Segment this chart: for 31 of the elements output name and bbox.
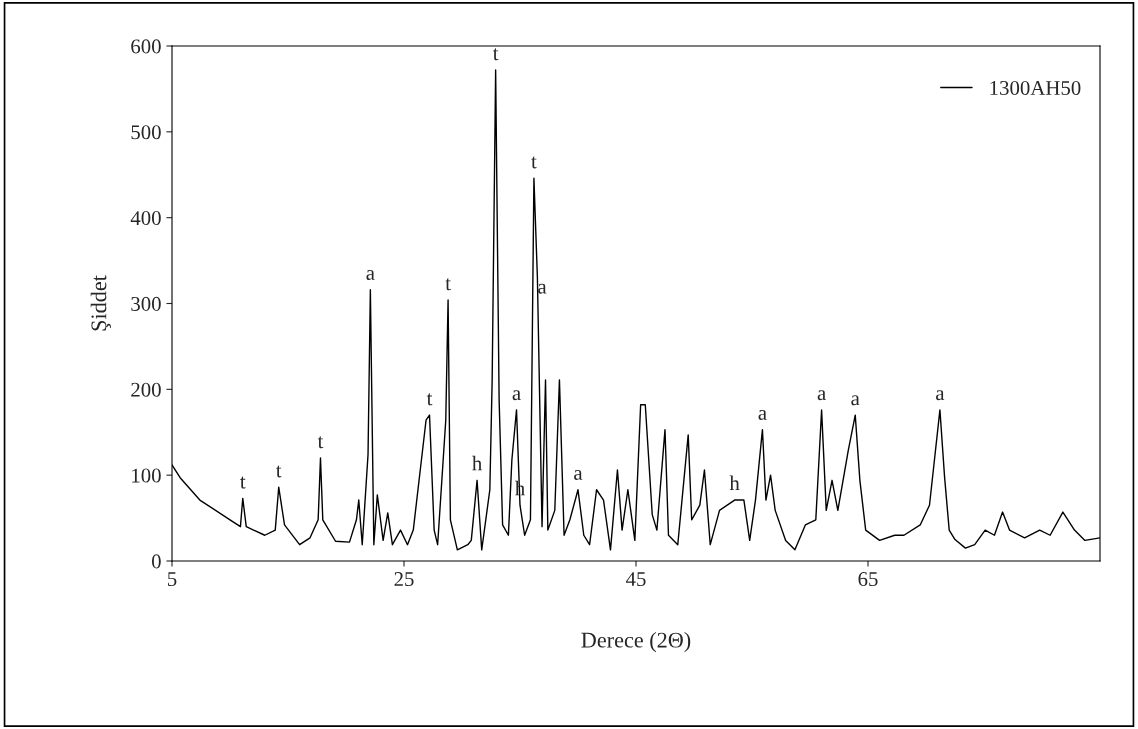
annotation: t xyxy=(531,156,537,169)
legend-label: 1300AH50 xyxy=(990,80,1081,95)
x-tick-label: 5 xyxy=(168,572,177,587)
annotation: a xyxy=(817,390,826,401)
annotation: a xyxy=(574,469,583,480)
x-tick-label: 65 xyxy=(858,572,878,587)
annotation: h xyxy=(472,455,483,471)
y-axis-title: Şiddet xyxy=(90,275,111,331)
annotation: t xyxy=(492,48,499,61)
y-tick-label: 500 xyxy=(131,125,161,140)
annotation: t xyxy=(276,465,282,478)
annotation: t xyxy=(445,278,451,291)
x-tick-label: 25 xyxy=(394,572,414,587)
y-tick-label: 0 xyxy=(151,554,161,569)
annotation: a xyxy=(758,409,767,420)
annotation: a xyxy=(936,390,945,401)
y-tick-label: 200 xyxy=(131,382,161,397)
annotation: t xyxy=(426,393,433,406)
x-axis-title: Derece (2Θ) xyxy=(581,631,691,653)
annotation: h xyxy=(729,475,740,491)
y-tick-label: 300 xyxy=(131,296,161,311)
x-tick-label: 45 xyxy=(625,572,646,587)
annotation: a xyxy=(366,270,375,280)
y-tick-label: 600 xyxy=(131,39,161,54)
annotation: a xyxy=(851,395,860,406)
y-tick-label: 400 xyxy=(130,211,161,226)
annotation: a xyxy=(512,390,521,401)
annotation: t xyxy=(240,476,246,489)
annotation: t xyxy=(317,436,324,449)
y-tick-label: 100 xyxy=(132,468,161,483)
annotation: a xyxy=(538,283,547,294)
